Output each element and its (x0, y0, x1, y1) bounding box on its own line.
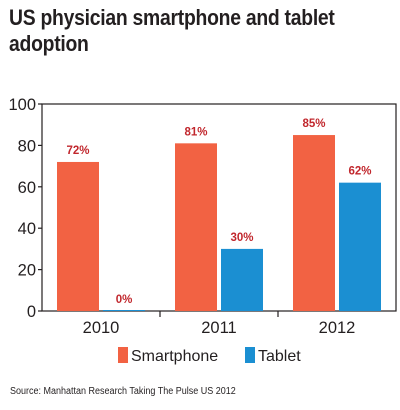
legend-swatch-tablet (245, 347, 255, 363)
data-label: 72% (66, 145, 89, 157)
source-note: Source: Manhattan Research Taking The Pu… (10, 386, 236, 397)
legend-label-smartphone: Smartphone (131, 348, 218, 365)
data-label: 62% (348, 166, 371, 178)
chart-axes (38, 103, 397, 317)
chart-tick-labels: 0 20 40 60 80 100 2010 2011 2012 (8, 96, 355, 337)
bar-smartphone-2010 (57, 161, 99, 311)
bar-tablet-2010 (103, 310, 145, 311)
x-tick-label: 2012 (319, 319, 356, 337)
bar-smartphone-2011 (175, 143, 217, 311)
data-label: 81% (184, 126, 207, 138)
chart-data-labels: 72% 81% 85% 0% 30% 62% (66, 118, 371, 306)
y-tick-label: 100 (8, 96, 36, 114)
bar-smartphone-2012 (293, 135, 335, 311)
bar-tablet-2011 (221, 248, 263, 311)
y-tick-label: 80 (18, 137, 36, 155)
x-tick-label: 2011 (201, 319, 236, 337)
chart-bars (57, 135, 381, 311)
legend-label-tablet: Tablet (258, 348, 301, 365)
chart-legend: Smartphone Tablet (118, 347, 301, 365)
y-tick-label: 0 (27, 303, 36, 321)
data-label: 0% (116, 294, 133, 306)
y-tick-label: 20 (18, 262, 36, 280)
plot-frame (41, 103, 397, 312)
y-tick-label: 40 (18, 220, 36, 238)
bar-tablet-2012 (339, 182, 381, 311)
chart-title: US physician smartphone and tablet adopt… (9, 5, 335, 56)
data-label: 30% (230, 232, 253, 244)
data-label: 85% (302, 118, 325, 130)
x-tick-label: 2010 (83, 319, 120, 337)
legend-swatch-smartphone (118, 347, 128, 363)
y-tick-label: 60 (18, 179, 36, 197)
